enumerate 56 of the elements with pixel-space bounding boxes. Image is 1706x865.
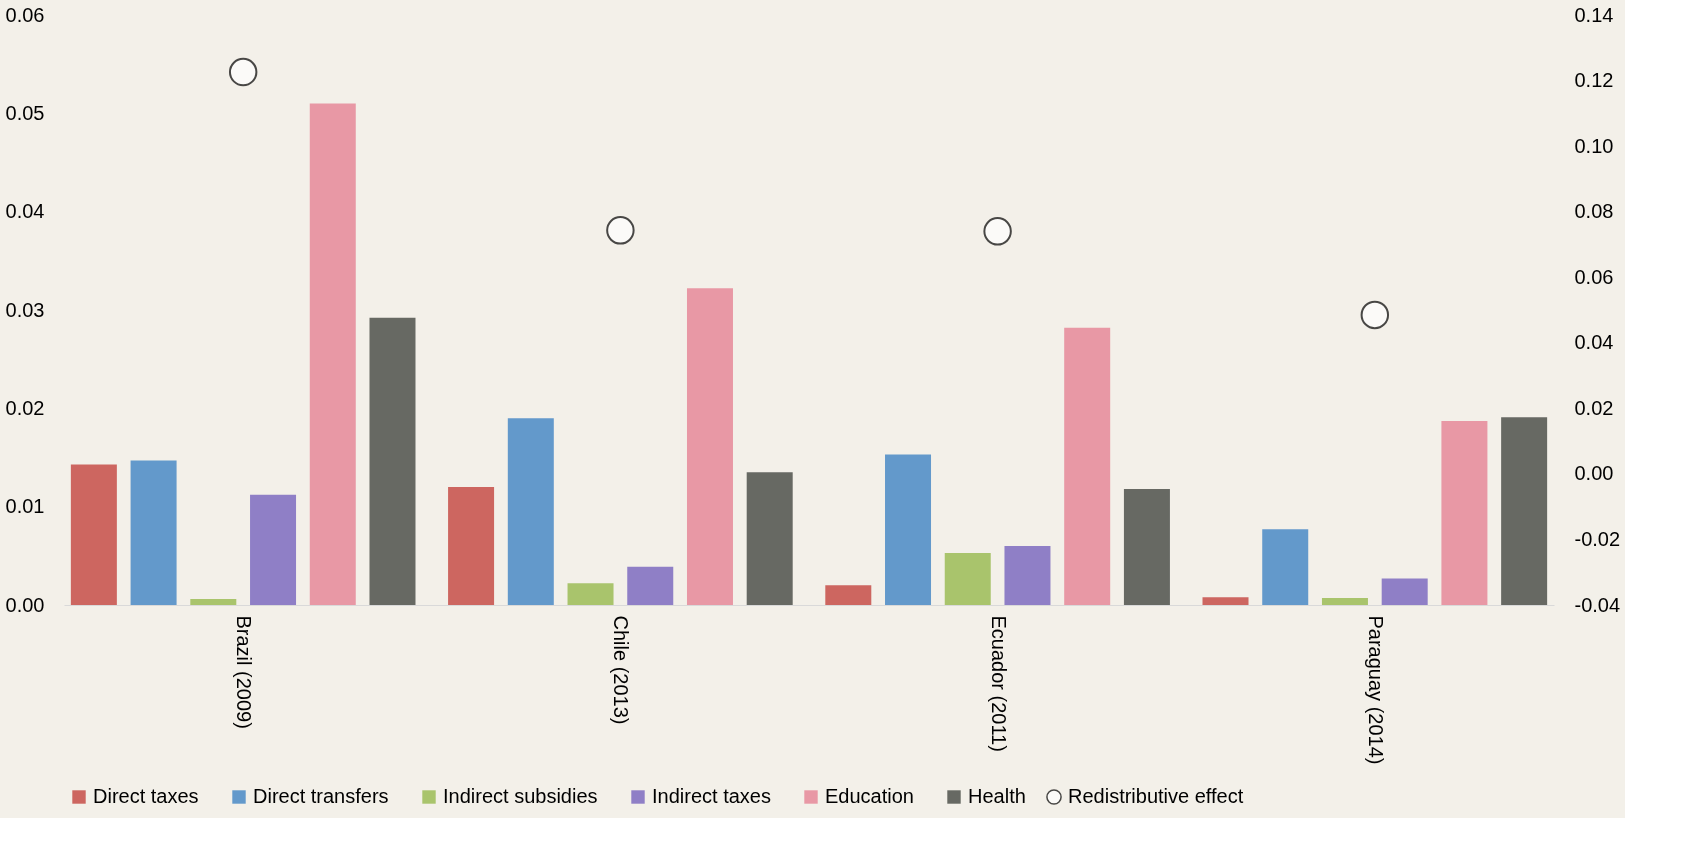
x-tick-label: Chile (2013) [610, 615, 633, 725]
bar [746, 472, 793, 605]
legend-label: Indirect taxes [652, 785, 771, 807]
y-tick-label: 0.00 [5, 593, 45, 616]
y2-tick-label: 0.12 [1574, 69, 1614, 92]
bar [1064, 327, 1111, 605]
bar [369, 317, 416, 605]
bar [1441, 421, 1488, 605]
y2-tick-label: 0.04 [1574, 331, 1614, 354]
legend-label: Redistributive effect [1068, 785, 1244, 807]
x-tick-label: Brazil (2009) [233, 615, 256, 729]
bar [309, 103, 356, 605]
y2-tick-label: 0.08 [1574, 200, 1614, 223]
bar [70, 464, 117, 605]
bar [1004, 546, 1051, 605]
bar [1262, 529, 1309, 605]
bar [250, 494, 297, 605]
y-tick-label: 0.03 [5, 298, 45, 321]
x-tick-label: Paraguay (2014) [1364, 615, 1387, 765]
y2-tick-label: 0.00 [1574, 462, 1614, 485]
bar [1501, 417, 1548, 605]
bar [627, 566, 674, 605]
y2-tick-label: 0.06 [1574, 265, 1614, 288]
bar [1123, 488, 1170, 605]
legend-label: Health [968, 785, 1026, 807]
point [606, 216, 635, 245]
y2-tick-label: 0.02 [1574, 396, 1614, 419]
bar [1321, 598, 1368, 605]
bar [190, 599, 237, 605]
y-tick-label: 0.05 [5, 101, 45, 124]
bar [1381, 578, 1428, 605]
bar [944, 552, 991, 605]
bar [567, 583, 614, 605]
bar [507, 418, 554, 605]
legend-label: Direct taxes [93, 785, 199, 807]
y-tick-label: 0.06 [5, 3, 45, 26]
bar [825, 585, 872, 605]
legend-label: Education [825, 785, 914, 807]
y2-tick-label: 0.14 [1574, 3, 1614, 26]
y-tick-label: 0.04 [5, 200, 45, 223]
y2-tick-label: 0.10 [1574, 134, 1614, 157]
bar [686, 288, 733, 605]
y2-tick-label: -0.02 [1574, 527, 1621, 550]
point [983, 217, 1012, 246]
y2-tick-label: -0.04 [1574, 593, 1621, 616]
bar [885, 454, 932, 605]
point [228, 57, 258, 87]
legend-label: Indirect subsidies [443, 785, 598, 807]
y-tick-label: 0.01 [5, 495, 45, 518]
point [1360, 300, 1390, 330]
y-tick-label: 0.02 [5, 396, 45, 419]
legend-label: Direct transfers [253, 785, 389, 807]
bar [1202, 597, 1249, 605]
x-tick-label: Ecuador (2011) [987, 615, 1010, 752]
bar [448, 487, 495, 605]
bar [130, 460, 177, 605]
